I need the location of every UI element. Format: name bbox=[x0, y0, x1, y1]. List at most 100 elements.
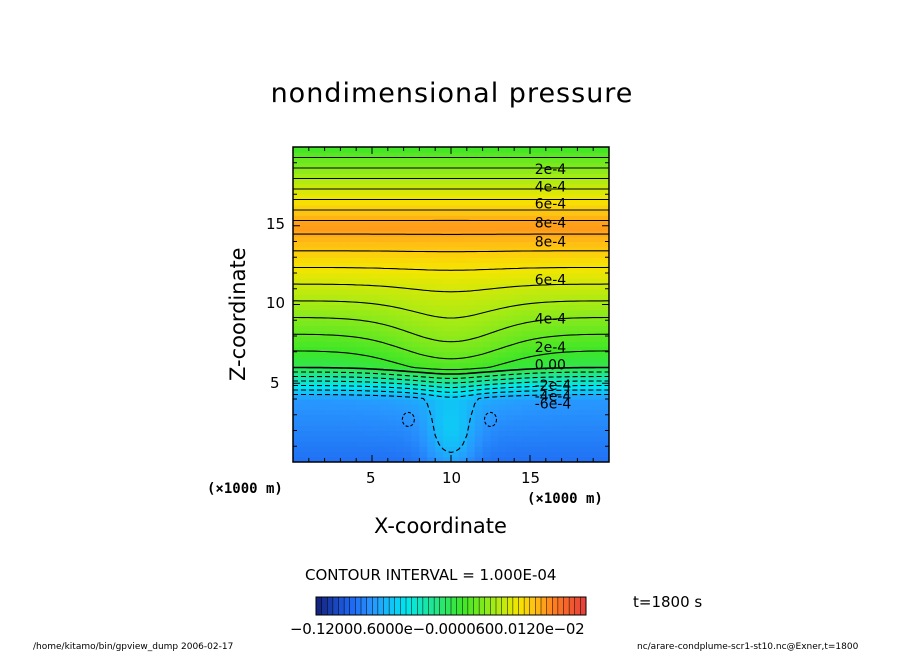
field-cell bbox=[474, 320, 484, 327]
field-cell bbox=[340, 320, 349, 327]
contour-line bbox=[293, 316, 609, 343]
field-cell bbox=[435, 299, 444, 306]
field-cell bbox=[537, 372, 547, 379]
field-cell bbox=[482, 336, 492, 342]
field-cell bbox=[348, 378, 357, 384]
field-cell bbox=[561, 409, 571, 416]
field-cell bbox=[372, 456, 381, 462]
field-cell bbox=[577, 162, 586, 169]
field-cell bbox=[427, 435, 436, 442]
field-cell bbox=[498, 304, 507, 311]
field-cell bbox=[411, 435, 420, 442]
field-cell bbox=[506, 372, 515, 379]
field-cell bbox=[364, 204, 373, 211]
field-cell bbox=[577, 178, 586, 185]
field-cell bbox=[293, 178, 302, 185]
field-cell bbox=[332, 283, 341, 290]
field-cell bbox=[356, 315, 365, 321]
field-cell bbox=[379, 425, 389, 432]
field-cell bbox=[435, 162, 444, 169]
field-cell bbox=[553, 456, 563, 462]
field-cell bbox=[458, 252, 468, 258]
field-cell bbox=[419, 430, 428, 437]
field-cell bbox=[443, 351, 452, 358]
field-cell bbox=[332, 446, 341, 453]
field-cell bbox=[474, 388, 484, 395]
field-cell bbox=[593, 173, 602, 180]
field-cell bbox=[474, 336, 484, 342]
field-cell bbox=[419, 404, 428, 411]
field-cell bbox=[411, 168, 420, 174]
field-cell bbox=[451, 168, 460, 174]
field-cell bbox=[593, 346, 602, 353]
field-cell bbox=[332, 189, 341, 195]
field-cell bbox=[466, 210, 476, 216]
field-cell bbox=[530, 183, 539, 190]
field-cell bbox=[395, 435, 405, 442]
field-cell bbox=[506, 173, 515, 180]
field-cell bbox=[443, 278, 452, 285]
field-cell bbox=[466, 409, 476, 416]
field-cell bbox=[458, 225, 468, 232]
field-cell bbox=[522, 183, 531, 190]
field-cell bbox=[324, 267, 334, 274]
field-cell bbox=[387, 309, 397, 316]
field-cell bbox=[348, 372, 357, 379]
field-cell bbox=[522, 162, 531, 169]
field-cell bbox=[474, 294, 484, 300]
field-cell bbox=[419, 252, 428, 258]
field-cell bbox=[364, 173, 373, 180]
field-cell bbox=[537, 414, 547, 421]
field-cell bbox=[490, 299, 499, 306]
field-cell bbox=[514, 325, 523, 332]
field-cell bbox=[553, 320, 563, 327]
field-cell bbox=[443, 294, 452, 300]
field-cell bbox=[332, 210, 341, 216]
field-cell bbox=[577, 446, 586, 453]
field-cell bbox=[364, 262, 373, 269]
field-cell bbox=[593, 283, 602, 290]
field-cell bbox=[490, 357, 499, 363]
field-cell bbox=[601, 257, 609, 264]
field-cell bbox=[372, 420, 381, 426]
field-cell bbox=[593, 351, 602, 358]
field-cell bbox=[601, 330, 609, 337]
field-cell bbox=[498, 399, 507, 405]
field-cell bbox=[506, 183, 515, 190]
field-cell bbox=[561, 399, 571, 405]
field-cell bbox=[601, 294, 609, 300]
field-cell bbox=[522, 173, 531, 180]
field-cell bbox=[443, 430, 452, 437]
field-cell bbox=[419, 267, 428, 274]
field-cell bbox=[411, 194, 420, 201]
colorbar-segment bbox=[428, 597, 435, 615]
field-cell bbox=[593, 362, 602, 369]
field-cell bbox=[300, 183, 310, 190]
field-cell bbox=[332, 252, 341, 258]
field-cell bbox=[466, 451, 476, 458]
field-cell bbox=[458, 451, 468, 458]
field-cell bbox=[443, 189, 452, 195]
field-cell bbox=[395, 215, 405, 222]
field-cell bbox=[372, 283, 381, 290]
field-cell bbox=[451, 225, 460, 232]
field-cell bbox=[514, 162, 523, 169]
field-cell bbox=[300, 330, 310, 337]
field-cell bbox=[332, 441, 341, 447]
field-cell bbox=[458, 236, 468, 243]
colorbar-segment bbox=[479, 597, 486, 615]
field-cell bbox=[293, 246, 302, 253]
field-cell bbox=[443, 383, 452, 390]
field-cell bbox=[474, 168, 484, 174]
field-cell bbox=[324, 262, 334, 269]
field-cell bbox=[514, 336, 523, 342]
colorbar-tick-labels: −0.12000.6000e−0.0000600.0120e−02 bbox=[290, 620, 585, 638]
field-cell bbox=[308, 325, 318, 332]
field-cell bbox=[498, 162, 507, 169]
field-cell bbox=[379, 267, 389, 274]
field-cell bbox=[316, 341, 326, 348]
field-cell bbox=[474, 346, 484, 353]
field-cell bbox=[522, 404, 531, 411]
field-cell bbox=[545, 168, 555, 174]
field-cell bbox=[411, 320, 420, 327]
